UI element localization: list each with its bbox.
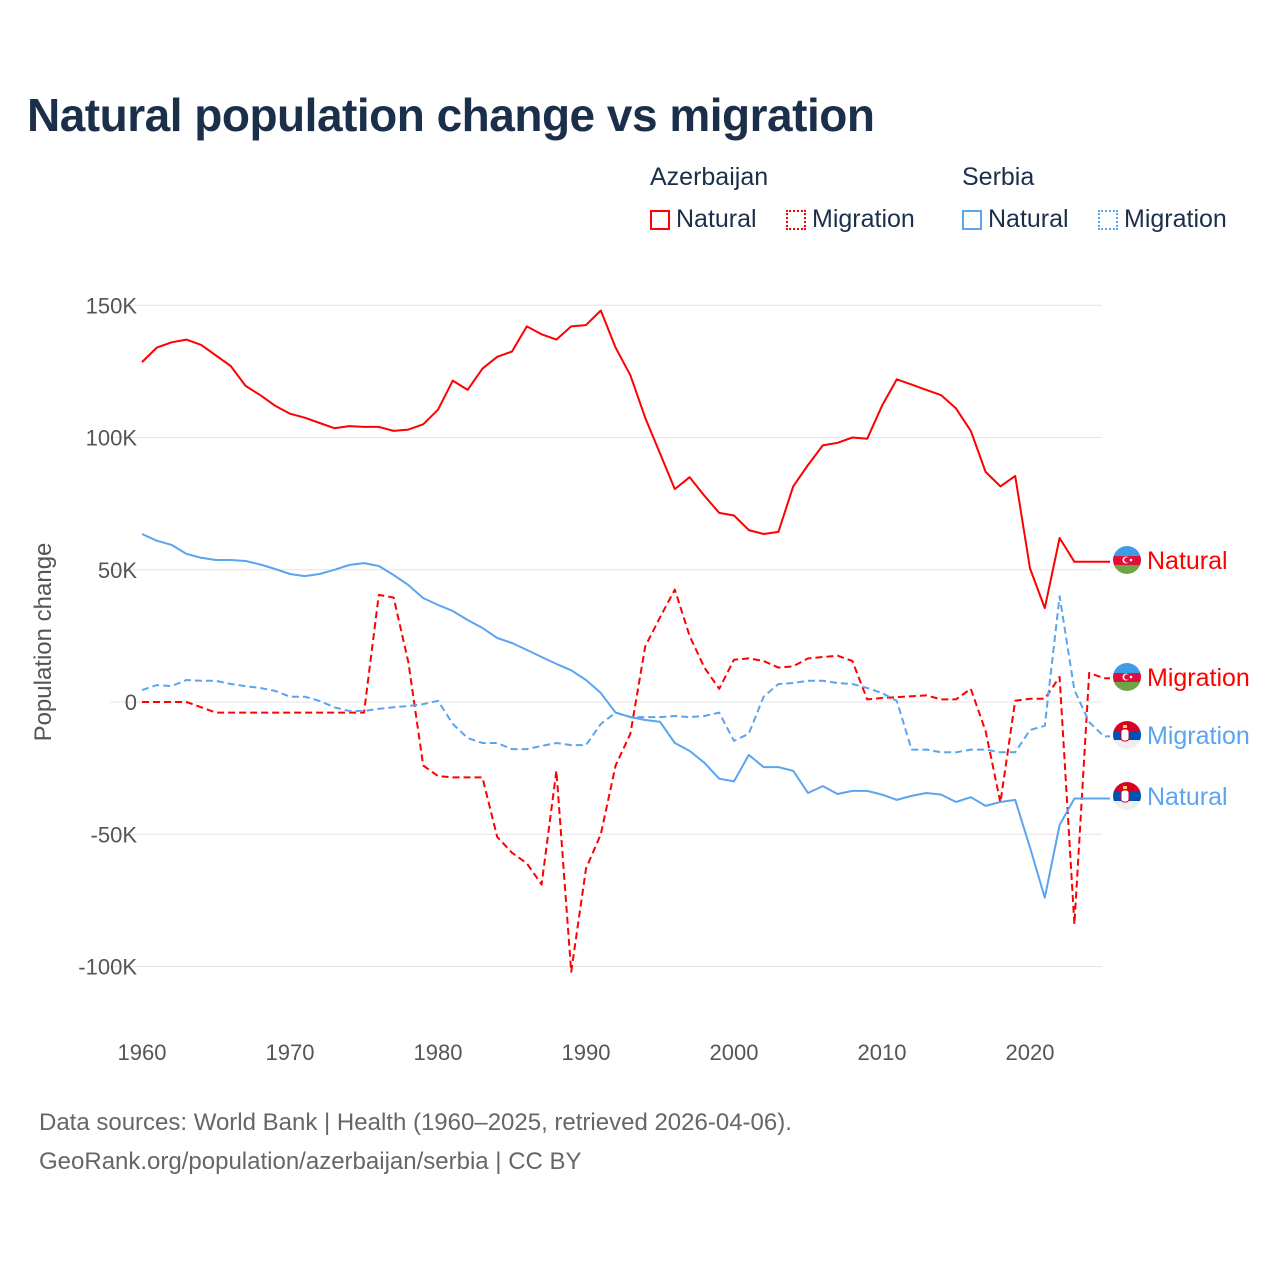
legend-group-azerbaijan: Azerbaijan (650, 163, 769, 191)
y-tick-label: 100K (86, 426, 138, 451)
crown (1123, 786, 1127, 789)
legend-label: Natural (988, 205, 1069, 233)
series-line-serbia-migration (141, 595, 1110, 754)
flag-stripe (1113, 546, 1141, 556)
series-end-label: Natural (1147, 783, 1228, 811)
legend-swatch-solid-red (650, 209, 670, 230)
chart-title: Natural population change vs migration (27, 89, 875, 141)
legend-item-serbia-migration[interactable]: Migration (1098, 205, 1227, 234)
legend-swatch-dotted-blue (1098, 209, 1118, 230)
azerbaijan-flag-icon (1113, 546, 1141, 574)
y-tick-label: 150K (86, 293, 138, 318)
series-line-azerbaijan-migration (142, 588, 1110, 973)
legend-swatch-dotted-red (786, 209, 806, 230)
crescent-cut (1124, 557, 1130, 563)
y-tick-label: -100K (78, 955, 137, 980)
flag-stripe (1113, 682, 1141, 691)
x-tick-label: 2010 (858, 1040, 907, 1065)
legend-swatch-solid-blue (962, 209, 982, 230)
legend-label: Natural (676, 205, 757, 233)
serbia-flag-icon (1113, 721, 1141, 749)
crescent-cut (1124, 674, 1130, 680)
x-tick-label: 2000 (710, 1040, 759, 1065)
flag-stripe (1113, 663, 1141, 673)
y-axis-label: Population change (30, 543, 57, 742)
star (1129, 675, 1133, 679)
legend-item-serbia-natural[interactable]: Natural (962, 205, 1069, 234)
legend-item-azerbaijan-natural[interactable]: Natural (650, 205, 757, 234)
y-tick-label: -50K (91, 822, 138, 847)
crown (1123, 725, 1127, 728)
legend-label: Migration (1124, 205, 1227, 233)
flag-clip (1113, 721, 1141, 749)
x-tick-label: 1980 (414, 1040, 463, 1065)
footer-sources: Data sources: World Bank | Health (1960–… (39, 1109, 792, 1136)
flag-clip (1113, 546, 1141, 574)
flag-stripe (1113, 565, 1141, 574)
legend-group-serbia: Serbia (962, 163, 1035, 191)
series-line-serbia-natural (141, 533, 1110, 899)
legend-item-azerbaijan-migration[interactable]: Migration (786, 205, 915, 234)
flag-clip (1113, 782, 1141, 810)
series-end-label: Natural (1147, 547, 1228, 575)
flag-clip (1113, 663, 1141, 691)
star (1129, 558, 1133, 562)
azerbaijan-flag-icon (1113, 663, 1141, 691)
series-line-azerbaijan-natural (141, 309, 1110, 610)
serbia-flag-icon (1113, 782, 1141, 810)
y-tick-label: 0 (125, 690, 137, 715)
x-tick-label: 1990 (562, 1040, 611, 1065)
series-end-label: Migration (1147, 664, 1250, 692)
y-tick-label: 50K (98, 558, 137, 583)
flag-stripe (1113, 740, 1141, 749)
x-tick-label: 1960 (118, 1040, 167, 1065)
coat-of-arms (1120, 728, 1130, 742)
flag-stripe (1113, 801, 1141, 810)
footer-url: GeoRank.org/population/azerbaijan/serbia… (39, 1148, 582, 1175)
series-end-label: Migration (1147, 722, 1250, 750)
x-tick-label: 2020 (1006, 1040, 1055, 1065)
legend-label: Migration (812, 205, 915, 233)
x-tick-label: 1970 (266, 1040, 315, 1065)
coat-of-arms (1120, 789, 1130, 803)
